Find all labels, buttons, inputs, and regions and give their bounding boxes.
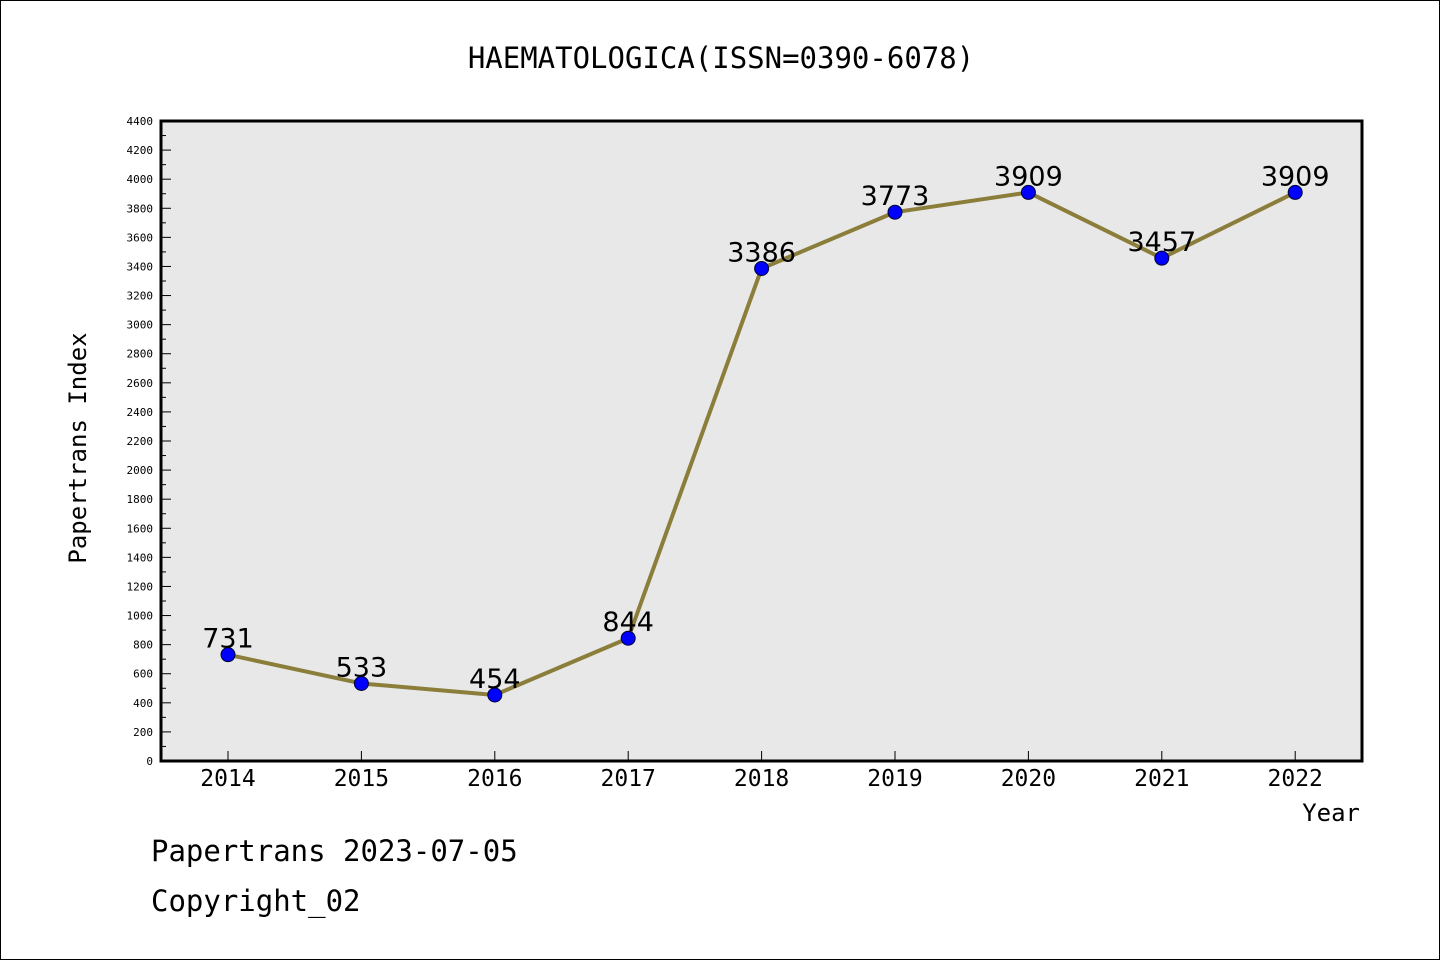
y-tick-label: 1200 — [127, 580, 154, 593]
y-tick-label: 3400 — [127, 260, 154, 273]
data-point — [220, 647, 236, 663]
y-tick-label: 1800 — [127, 493, 154, 506]
x-tick-label: 2014 — [200, 766, 255, 792]
y-tick-label: 2000 — [127, 464, 154, 477]
data-label: 454 — [469, 664, 521, 695]
y-tick-label: 3000 — [127, 319, 154, 332]
data-label: 844 — [602, 607, 654, 638]
y-tick-label: 3600 — [127, 231, 154, 244]
y-tick-label: 2400 — [127, 406, 154, 419]
data-point — [887, 204, 903, 220]
y-tick-label: 0 — [146, 755, 153, 768]
footer-date: Papertrans 2023-07-05 — [151, 834, 518, 868]
x-tick-label: 2022 — [1268, 766, 1323, 792]
y-tick-label: 3200 — [127, 290, 154, 303]
y-tick-label: 600 — [133, 668, 153, 681]
data-point — [754, 260, 770, 276]
x-axis: 2014 2015 2016 2017 2018 2019 2020 2021 2022 — [200, 751, 1323, 792]
y-tick-label: 1000 — [127, 610, 154, 623]
chart-title: HAEMATOLOGICA(ISSN=0390-6078) — [468, 41, 974, 75]
data-point — [1154, 250, 1170, 266]
x-axis-label: Year — [1302, 799, 1360, 827]
x-tick-label: 2018 — [734, 766, 789, 792]
y-tick-label: 4400 — [127, 115, 154, 128]
x-tick-label: 2015 — [334, 766, 389, 792]
y-tick-label: 4000 — [127, 173, 154, 186]
y-tick-label: 2800 — [127, 348, 154, 361]
data-labels: 731 533 454 844 3386 3773 3909 3457 3909 — [202, 161, 1329, 695]
data-label: 3773 — [861, 181, 930, 212]
y-tick-label: 400 — [133, 697, 153, 710]
data-label: 3457 — [1127, 227, 1196, 258]
x-tick-label: 2019 — [867, 766, 922, 792]
y-tick-label: 2600 — [127, 377, 154, 390]
data-label: 3386 — [727, 237, 796, 268]
data-point — [620, 630, 636, 646]
y-tick-label: 800 — [133, 639, 153, 652]
y-tick-label: 200 — [133, 726, 153, 739]
data-label: 3909 — [994, 161, 1063, 192]
data-point — [1287, 184, 1303, 200]
data-point — [487, 687, 503, 703]
x-tick-label: 2017 — [601, 766, 656, 792]
x-tick-label: 2016 — [467, 766, 522, 792]
data-points — [220, 184, 1303, 703]
plot-area — [159, 119, 1364, 763]
y-tick-label: 2200 — [127, 435, 154, 448]
y-tick-label: 4200 — [127, 144, 154, 157]
data-label: 731 — [202, 624, 254, 655]
y-tick-label: 3800 — [127, 202, 154, 215]
data-point — [353, 675, 369, 691]
x-tick-label: 2020 — [1001, 766, 1056, 792]
y-tick-label: 1400 — [127, 551, 154, 564]
x-tick-label: 2021 — [1134, 766, 1189, 792]
data-point — [1020, 184, 1036, 200]
data-label: 3909 — [1261, 161, 1330, 192]
data-label: 533 — [336, 652, 388, 683]
footer-copyright: Copyright_02 — [151, 884, 361, 918]
y-axis: 0 200 400 600 800 1000 1200 1400 1600 1800 2000 220… — [127, 115, 171, 768]
y-tick-label: 1600 — [127, 522, 154, 535]
y-axis-label: Papertrans Index — [64, 332, 92, 563]
